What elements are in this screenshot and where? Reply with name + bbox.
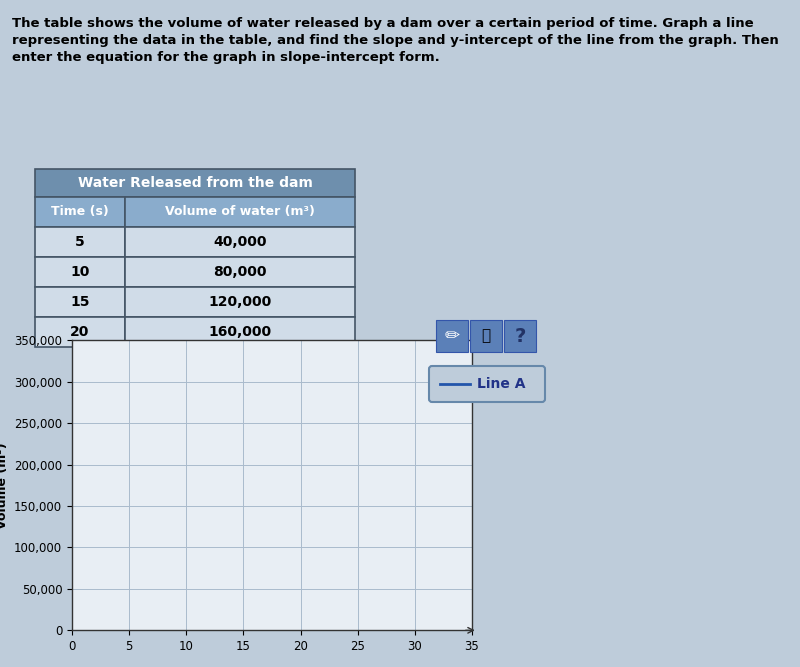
Text: 80,000: 80,000 [214,265,266,279]
FancyBboxPatch shape [429,366,545,402]
FancyBboxPatch shape [436,320,468,352]
Text: 5: 5 [75,235,85,249]
FancyBboxPatch shape [470,320,502,352]
Text: Water Released from the dam: Water Released from the dam [78,176,313,190]
Text: 10: 10 [70,265,90,279]
Bar [35,257,125,287]
Text: 15: 15 [70,295,90,309]
Text: 20: 20 [70,325,90,339]
Text: ✏: ✏ [445,327,459,345]
Bar [35,169,355,197]
Bar [35,287,125,317]
Text: ?: ? [514,327,526,346]
Text: Line A: Line A [477,377,526,391]
FancyBboxPatch shape [504,320,536,352]
Bar [35,317,125,347]
Text: 40,000: 40,000 [214,235,266,249]
Text: The table shows the volume of water released by a dam over a certain period of t: The table shows the volume of water rele… [12,17,778,63]
Bar [125,197,355,227]
Text: 🗑: 🗑 [482,329,490,344]
Text: Volume of water (m³): Volume of water (m³) [165,205,315,219]
Text: Time (s): Time (s) [51,205,109,219]
Bar [125,287,355,317]
Bar [125,227,355,257]
Bar [125,257,355,287]
Bar [125,317,355,347]
Bar [35,227,125,257]
Text: 160,000: 160,000 [209,325,271,339]
Bar [35,197,125,227]
Text: 120,000: 120,000 [208,295,272,309]
Y-axis label: Volume (m³): Volume (m³) [0,442,9,528]
